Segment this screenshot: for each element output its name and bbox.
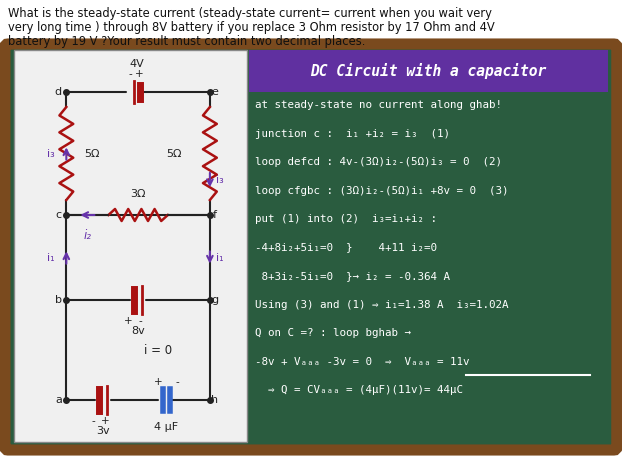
Text: i₁: i₁ (47, 252, 55, 263)
Text: c: c (55, 210, 62, 220)
Text: 5Ω: 5Ω (84, 149, 100, 159)
Text: i = 0: i = 0 (144, 343, 172, 356)
Text: loop cfgbc : (3Ω)i₂-(5Ω)i₁ +8v = 0  (3): loop cfgbc : (3Ω)i₂-(5Ω)i₁ +8v = 0 (3) (256, 186, 509, 196)
Text: +: + (135, 69, 144, 79)
Text: i₃: i₃ (216, 175, 224, 185)
Text: d: d (55, 87, 62, 97)
Text: DC Circuit with a capacitor: DC Circuit with a capacitor (310, 63, 546, 79)
Text: e: e (212, 87, 219, 97)
Text: +: + (124, 316, 133, 326)
Text: i₃: i₃ (46, 149, 55, 159)
Text: very long time ) through 8V battery if you replace 3 Ohm resistor by 17 Ohm and : very long time ) through 8V battery if y… (8, 21, 495, 34)
Text: -: - (91, 416, 95, 426)
Text: loop defcd : 4v-(3Ω)i₂-(5Ω)i₃ = 0  (2): loop defcd : 4v-(3Ω)i₂-(5Ω)i₃ = 0 (2) (256, 157, 502, 167)
Text: Q on C =? : loop bghab →: Q on C =? : loop bghab → (256, 328, 411, 338)
Text: g: g (211, 295, 219, 305)
Text: -: - (175, 377, 179, 387)
Text: -: - (138, 316, 142, 326)
Text: put (1) into (2)  i₃=i₁+i₂ :: put (1) into (2) i₃=i₁+i₂ : (256, 214, 438, 224)
Text: 8v: 8v (131, 326, 145, 336)
Text: i₂: i₂ (84, 229, 91, 242)
Bar (14, 50, 247, 442)
Bar (249, 50, 608, 92)
Text: -8v + Vₐₐₐ -3v = 0  ⇒  Vₐₐₐ = 11v: -8v + Vₐₐₐ -3v = 0 ⇒ Vₐₐₐ = 11v (256, 356, 470, 366)
Text: -4+8i₂+5i₁=0  }    4+11 i₂=0: -4+8i₂+5i₁=0 } 4+11 i₂=0 (256, 242, 438, 252)
Text: f: f (213, 210, 217, 220)
Bar (249, 50, 608, 442)
Text: at steady-state no current along ghab!: at steady-state no current along ghab! (256, 100, 502, 110)
Text: battery by 19 V ?Your result must contain two decimal places.: battery by 19 V ?Your result must contai… (8, 35, 365, 48)
FancyBboxPatch shape (5, 44, 617, 450)
Text: -: - (129, 69, 133, 79)
Text: 8+3i₂-5i₁=0  }→ i₂ = -0.364 A: 8+3i₂-5i₁=0 }→ i₂ = -0.364 A (256, 271, 450, 281)
Text: +: + (100, 416, 109, 426)
Text: junction c :  i₁ +i₂ = i₃  (1): junction c : i₁ +i₂ = i₃ (1) (256, 129, 450, 138)
Text: 4 μF: 4 μF (154, 422, 178, 432)
Text: Using (3) and (1) ⇒ i₁=1.38 A  i₃=1.02A: Using (3) and (1) ⇒ i₁=1.38 A i₃=1.02A (256, 300, 509, 310)
Text: 3Ω: 3Ω (131, 189, 146, 199)
Text: 3v: 3v (96, 426, 110, 436)
Text: +: + (154, 377, 163, 387)
Text: 5Ω: 5Ω (166, 149, 182, 159)
Text: 4V: 4V (129, 59, 144, 69)
Text: What is the steady-state current (steady-state current= current when you wait ve: What is the steady-state current (steady… (8, 7, 492, 20)
Text: i₁: i₁ (216, 252, 224, 263)
Text: a: a (55, 395, 62, 405)
Text: b: b (55, 295, 62, 305)
Text: ⇒ Q = CVₐₐₐ = (4μF)(11v)= 44μC: ⇒ Q = CVₐₐₐ = (4μF)(11v)= 44μC (256, 385, 463, 395)
Text: h: h (211, 395, 219, 405)
